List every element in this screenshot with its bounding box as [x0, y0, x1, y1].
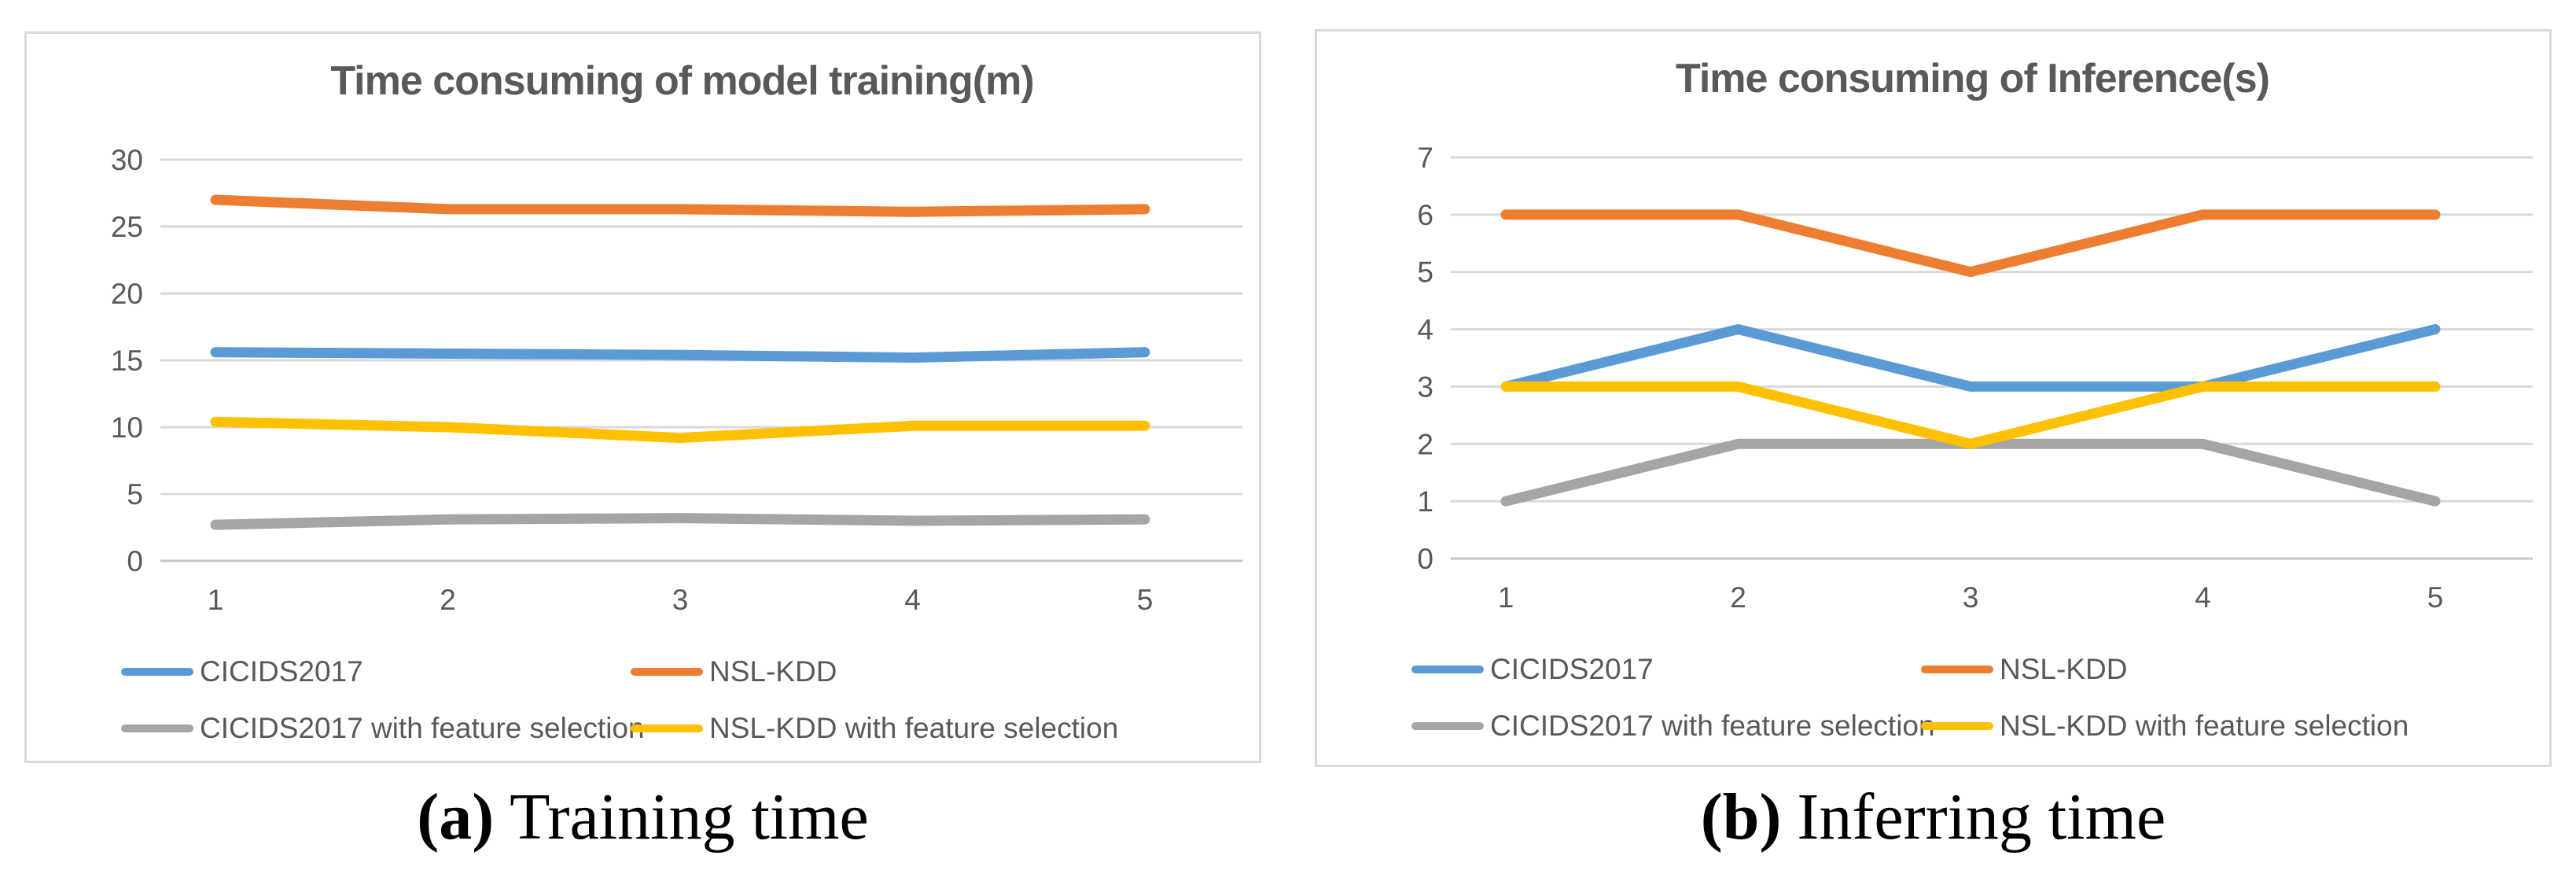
- legend-label: CICIDS2017 with feature selection: [1490, 710, 1935, 742]
- series-line-cicids2017-with-feature-selection: [1500, 438, 2441, 507]
- y-tick-label: 3: [1417, 371, 1433, 403]
- legend-label: CICIDS2017: [200, 655, 363, 688]
- y-tick-label: 10: [111, 411, 143, 444]
- y-tick-label: 6: [1417, 199, 1433, 231]
- x-tick-label: 4: [2195, 581, 2211, 614]
- x-tick-label: 3: [672, 584, 689, 616]
- training-time-chart-canvas: 0 5 10 15 20 25 30 1 2 3 4 5: [111, 144, 1242, 616]
- legend-label: CICIDS2017 with feature selection: [200, 712, 645, 744]
- legend-label: CICIDS2017: [1490, 653, 1654, 685]
- legend-swatch-nsl-kdd-fs: [1921, 722, 1993, 730]
- series-line-nsl-kdd: [210, 194, 1150, 217]
- x-tick-label: 5: [1137, 584, 1154, 616]
- y-tick-label: 30: [111, 144, 143, 176]
- series-line-nsl-kdd-with-feature-selection: [1500, 381, 2441, 449]
- y-tick-label: 0: [127, 545, 143, 577]
- legend-item-cicids2017-fs: CICIDS2017 with feature selection: [121, 712, 645, 745]
- legend-label: NSL-KDD: [2000, 653, 2128, 685]
- x-tick-label: 1: [1498, 581, 1514, 614]
- legend-swatch-cicids2017-fs: [1411, 722, 1484, 730]
- series-line-cicids2017: [1500, 324, 2441, 392]
- inference-time-chart-canvas: 0 1 2 3 4 5 6 7 1 2 3 4 5: [1417, 142, 2533, 614]
- legend-swatch-nsl-kdd: [631, 668, 703, 676]
- y-tick-label: 5: [1417, 256, 1433, 289]
- series-line-cicids2017-with-feature-selection: [210, 513, 1150, 530]
- x-tick-label: 3: [1963, 581, 1979, 614]
- caption-a-text: Training time: [510, 780, 869, 854]
- legend-item-nsl-kdd: NSL-KDD: [1921, 653, 2127, 686]
- y-tick-label: 5: [127, 478, 143, 511]
- legend-item-nsl-kdd-fs: NSL-KDD with feature selection: [631, 712, 1118, 745]
- legend-label: NSL-KDD with feature selection: [2000, 710, 2409, 742]
- inference-time-chart-panel: Time consuming of Inference(s) 0 1 2 3 4 5 6 7 1…: [1315, 29, 2552, 767]
- y-tick-label: 20: [111, 278, 143, 310]
- y-tick-label: 7: [1417, 142, 1433, 174]
- y-tick-label: 15: [111, 345, 143, 377]
- chart-title: Time consuming of model training(m): [330, 58, 1034, 104]
- legend-swatch-cicids2017: [1411, 666, 1484, 673]
- chart-title: Time consuming of Inference(s): [1676, 56, 2270, 101]
- y-tick-label: 2: [1417, 428, 1433, 460]
- x-tick-label: 5: [2427, 581, 2444, 614]
- y-tick-label: 25: [111, 211, 143, 243]
- caption-b-label: (b): [1700, 780, 1782, 854]
- legend-swatch-cicids2017-fs: [121, 725, 193, 732]
- series-line-cicids2017: [210, 347, 1150, 363]
- x-tick-label: 2: [1730, 581, 1746, 614]
- series-line-nsl-kdd-with-feature-selection: [210, 416, 1150, 444]
- y-tick-label: 0: [1417, 543, 1433, 575]
- legend-item-cicids2017: CICIDS2017: [1411, 653, 1654, 686]
- legend-swatch-nsl-kdd-fs: [631, 725, 703, 732]
- training-time-chart-panel: Time consuming of model training(m) 0 5 10…: [24, 31, 1261, 763]
- x-tick-label: 1: [208, 584, 224, 616]
- legend-item-cicids2017-fs: CICIDS2017 with feature selection: [1411, 710, 1935, 743]
- x-tick-label: 2: [440, 584, 456, 616]
- caption-b-text: Inferring time: [1797, 780, 2166, 854]
- series-line-nsl-kdd: [1500, 209, 2441, 278]
- y-tick-label: 4: [1417, 314, 1433, 346]
- legend-swatch-nsl-kdd: [1921, 666, 1993, 673]
- legend-item-nsl-kdd-fs: NSL-KDD with feature selection: [1921, 710, 2409, 743]
- legend-swatch-cicids2017: [121, 668, 193, 676]
- legend-item-cicids2017: CICIDS2017: [121, 655, 363, 688]
- legend-label: NSL-KDD: [709, 655, 837, 688]
- caption-a: (a) Training time: [24, 779, 1261, 855]
- caption-b: (b) Inferring time: [1315, 779, 2552, 855]
- x-tick-label: 4: [904, 584, 921, 616]
- caption-a-label: (a): [417, 780, 495, 854]
- y-tick-label: 1: [1417, 485, 1433, 518]
- legend-item-nsl-kdd: NSL-KDD: [631, 655, 837, 688]
- legend-label: NSL-KDD with feature selection: [709, 712, 1119, 744]
